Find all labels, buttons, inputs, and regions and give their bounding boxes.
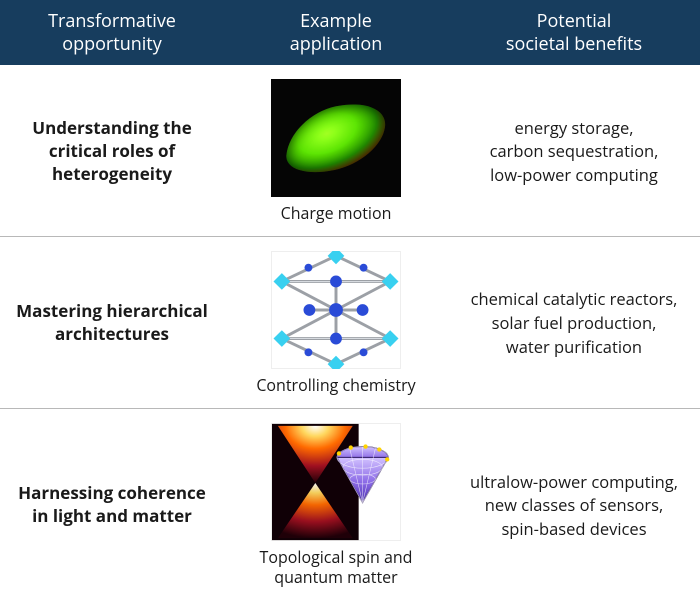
header-label: Potential — [456, 10, 692, 33]
benefits-cell: ultralow-power computing, new classes of… — [448, 408, 700, 600]
benefit-line: carbon sequestration, — [460, 139, 688, 163]
table-row: Understanding the critical roles of hete… — [0, 65, 700, 236]
application-cell: Controlling chemistry — [224, 236, 448, 408]
application-caption: Topological spin and quantum matter — [236, 547, 436, 589]
header-application: Example application — [224, 0, 448, 65]
table-row: Harnessing coherence in light and matter — [0, 408, 700, 600]
header-benefits: Potential societal benefits — [448, 0, 700, 65]
benefit-line: solar fuel production, — [460, 311, 688, 335]
benefit-line: energy storage, — [460, 116, 688, 140]
application-caption: Controlling chemistry — [236, 375, 436, 396]
benefit-line: ultralow-power computing, — [460, 470, 688, 494]
opportunity-cell: Understanding the critical roles of hete… — [0, 65, 224, 236]
benefit-line: chemical catalytic reactors, — [460, 287, 688, 311]
benefits-cell: energy storage, carbon sequestration, lo… — [448, 65, 700, 236]
charge-motion-image — [271, 79, 401, 197]
opportunity-cell: Harnessing coherence in light and matter — [0, 408, 224, 600]
benefit-line: new classes of sensors, — [460, 493, 688, 517]
benefit-line: low-power computing — [460, 163, 688, 187]
table-row: Mastering hierarchical architectures — [0, 236, 700, 408]
mof-lattice-image — [271, 251, 401, 369]
dirac-cone-icon — [272, 423, 400, 541]
header-opportunity: Transformative opportunity — [0, 0, 224, 65]
application-cell: Topological spin and quantum matter — [224, 408, 448, 600]
lattice-icon — [272, 251, 400, 369]
topological-image — [271, 423, 401, 541]
opportunity-cell: Mastering hierarchical architectures — [0, 236, 224, 408]
benefit-line: water purification — [460, 335, 688, 359]
header-label: Example — [232, 10, 440, 33]
benefits-cell: chemical catalytic reactors, solar fuel … — [448, 236, 700, 408]
application-cell: Charge motion — [224, 65, 448, 236]
header-label: application — [232, 33, 440, 56]
application-caption: Charge motion — [236, 203, 436, 224]
header-label: societal benefits — [456, 33, 692, 56]
header-label: Transformative — [8, 10, 216, 33]
crystal-icon — [284, 95, 389, 181]
table-header-row: Transformative opportunity Example appli… — [0, 0, 700, 65]
header-label: opportunity — [8, 33, 216, 56]
opportunities-table: Transformative opportunity Example appli… — [0, 0, 700, 600]
benefit-line: spin-based devices — [460, 517, 688, 541]
